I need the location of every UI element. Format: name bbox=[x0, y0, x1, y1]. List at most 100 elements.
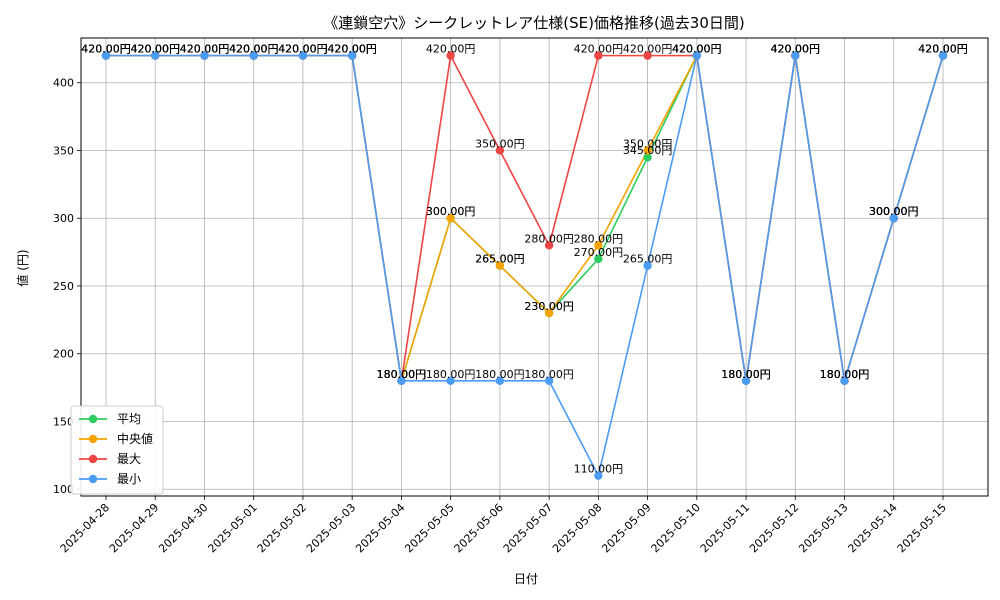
data-label: 180.00円 bbox=[377, 368, 427, 381]
data-label: 420.00円 bbox=[180, 43, 230, 56]
data-point bbox=[594, 51, 603, 60]
data-label: 345.00円 bbox=[623, 144, 673, 157]
data-label: 420.00円 bbox=[771, 43, 821, 56]
data-point bbox=[594, 241, 603, 250]
data-label: 420.00円 bbox=[918, 43, 968, 56]
data-label: 420.00円 bbox=[278, 43, 328, 56]
series-markers bbox=[101, 51, 948, 480]
data-label: 420.00円 bbox=[81, 43, 131, 56]
plot-frame bbox=[80, 37, 989, 497]
legend-label: 平均 bbox=[117, 412, 141, 426]
x-tick-label: 2025-05-09 bbox=[599, 501, 653, 555]
data-label: 230.00円 bbox=[524, 300, 574, 313]
data-point bbox=[643, 153, 652, 162]
legend-label: 中央値 bbox=[117, 431, 153, 446]
x-tick-label: 2025-05-04 bbox=[353, 501, 407, 555]
series-lines bbox=[106, 52, 944, 478]
data-label: 300.00円 bbox=[426, 205, 476, 218]
x-tick-label: 2025-05-05 bbox=[402, 501, 456, 555]
data-point bbox=[889, 214, 898, 223]
y-tick-label: 150 bbox=[53, 415, 74, 428]
data-label: 350.00円 bbox=[475, 137, 525, 150]
data-point bbox=[446, 214, 455, 223]
data-label: 110.00円 bbox=[574, 463, 624, 476]
data-label: 420.00円 bbox=[426, 43, 476, 56]
y-axis-label: 値 (円) bbox=[15, 249, 30, 286]
x-tick-label: 2025-05-11 bbox=[698, 501, 752, 555]
data-label: 420.00円 bbox=[918, 43, 968, 56]
y-tick-label: 200 bbox=[53, 348, 74, 361]
data-label: 420.00円 bbox=[278, 43, 328, 56]
x-tick-label: 2025-05-02 bbox=[255, 501, 309, 555]
data-label: 180.00円 bbox=[475, 368, 525, 381]
x-axis-label: 日付 bbox=[514, 572, 538, 586]
x-tick-label: 2025-05-12 bbox=[747, 501, 801, 555]
series-line-3 bbox=[106, 54, 944, 478]
plot-background bbox=[81, 38, 988, 496]
data-label: 180.00円 bbox=[377, 368, 427, 381]
data-point bbox=[643, 261, 652, 270]
data-label: 180.00円 bbox=[721, 368, 771, 381]
legend-marker bbox=[88, 474, 98, 484]
data-label: 420.00円 bbox=[180, 43, 230, 56]
data-label: 420.00円 bbox=[771, 43, 821, 56]
data-label: 180.00円 bbox=[524, 368, 574, 381]
data-label: 350.00円 bbox=[623, 137, 673, 150]
data-label: 420.00円 bbox=[918, 43, 968, 56]
data-label: 420.00円 bbox=[672, 43, 722, 56]
data-point bbox=[544, 376, 554, 386]
data-label: 180.00円 bbox=[426, 368, 476, 381]
data-point bbox=[938, 51, 948, 60]
data-point bbox=[347, 51, 357, 60]
y-tick-label: 300 bbox=[53, 212, 74, 225]
data-label: 180.00円 bbox=[377, 368, 427, 381]
data-label: 270.00円 bbox=[574, 246, 624, 259]
x-tick-label: 2025-04-30 bbox=[156, 501, 210, 555]
x-tick-label: 2025-05-14 bbox=[845, 501, 899, 555]
data-label: 230.00円 bbox=[524, 300, 574, 313]
data-label: 420.00円 bbox=[278, 43, 328, 56]
data-point bbox=[643, 146, 652, 155]
data-label: 265.00円 bbox=[623, 253, 673, 266]
data-label: 180.00円 bbox=[721, 368, 771, 381]
data-point bbox=[446, 376, 455, 386]
data-label: 300.00円 bbox=[869, 205, 919, 218]
y-tick-label: 400 bbox=[53, 77, 74, 90]
data-point bbox=[544, 308, 554, 318]
data-label: 420.00円 bbox=[229, 43, 279, 56]
data-point bbox=[495, 376, 505, 386]
data-point bbox=[151, 51, 160, 60]
data-label: 180.00円 bbox=[721, 368, 771, 381]
x-tick-label: 2025-05-15 bbox=[895, 501, 949, 555]
x-tick-label: 2025-04-28 bbox=[58, 501, 112, 555]
data-label: 420.00円 bbox=[130, 43, 180, 56]
data-label: 420.00円 bbox=[327, 43, 377, 56]
data-label: 420.00円 bbox=[574, 43, 624, 56]
data-label: 265.00円 bbox=[475, 253, 525, 266]
data-label: 180.00円 bbox=[820, 368, 870, 381]
data-label: 420.00円 bbox=[229, 43, 279, 56]
x-tick-label: 2025-05-06 bbox=[452, 501, 506, 555]
x-tick-label: 2025-05-13 bbox=[796, 501, 850, 555]
data-label: 420.00円 bbox=[672, 43, 722, 56]
data-point bbox=[101, 51, 111, 60]
data-point bbox=[249, 51, 258, 60]
data-label: 180.00円 bbox=[820, 368, 870, 381]
x-tick-label: 2025-05-08 bbox=[550, 501, 604, 555]
y-tick-label: 350 bbox=[53, 144, 74, 157]
data-point bbox=[544, 241, 554, 250]
data-point bbox=[495, 146, 505, 155]
data-label: 300.00円 bbox=[426, 205, 476, 218]
data-label: 180.00円 bbox=[820, 368, 870, 381]
data-label: 420.00円 bbox=[672, 43, 722, 56]
y-tick-label: 250 bbox=[53, 280, 74, 293]
data-label: 420.00円 bbox=[327, 43, 377, 56]
y-axis-ticks: 100 150 200 250 300 350 400 bbox=[53, 77, 81, 496]
data-label: 180.00円 bbox=[721, 368, 771, 381]
data-label: 420.00円 bbox=[229, 43, 279, 56]
data-label: 420.00円 bbox=[130, 43, 180, 56]
legend-marker bbox=[88, 454, 98, 464]
data-labels: 420.00円 420.00円 420.00円 420.00円 420.00円 420.0… bbox=[81, 43, 968, 476]
data-label: 420.00円 bbox=[180, 43, 230, 56]
